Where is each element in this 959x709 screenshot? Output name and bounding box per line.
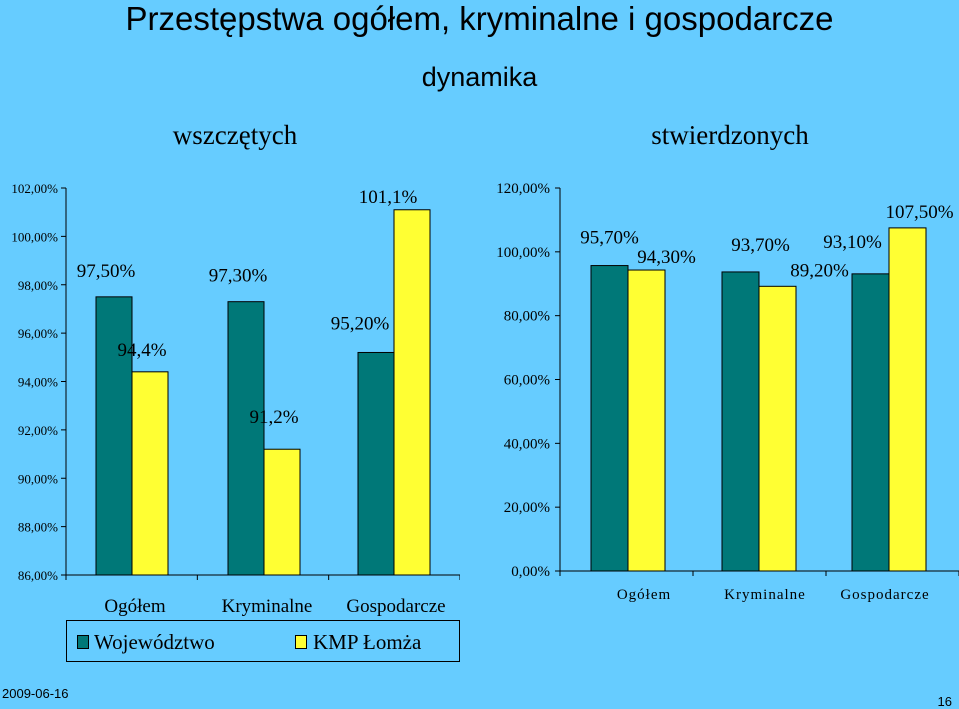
y-tick-label: 80,00% xyxy=(504,309,550,325)
left-chart: 102,00% 100,00% 98,00% 96,00% 94,00% 92,00% 90… xyxy=(11,181,460,617)
bar xyxy=(721,271,760,572)
bar xyxy=(590,265,629,572)
category-label: Gospodarcze xyxy=(840,587,929,603)
y-tick-label: 96,00% xyxy=(18,326,58,341)
y-tick-label: 86,00% xyxy=(18,568,58,583)
y-tick-label: 60,00% xyxy=(504,373,550,389)
bar xyxy=(357,351,395,576)
bar xyxy=(263,448,301,576)
bar xyxy=(131,371,169,576)
right-chart-title: stwierdzonych xyxy=(651,120,809,150)
data-label: 93,70% xyxy=(731,235,790,256)
slide-subtitle: dynamika xyxy=(421,62,538,92)
data-label: 95,20% xyxy=(331,313,390,334)
data-label: 93,10% xyxy=(823,232,882,253)
legend-swatch-kmp-lomza xyxy=(295,635,307,649)
bar xyxy=(851,273,890,572)
bar xyxy=(393,209,431,576)
data-label: 95,70% xyxy=(580,228,639,249)
data-label: 91,2% xyxy=(249,407,298,428)
category-label: Ogółem xyxy=(104,596,165,617)
y-tick-label: 40,00% xyxy=(504,436,550,452)
y-tick-label: 98,00% xyxy=(18,278,58,293)
y-tick-label: 94,00% xyxy=(18,375,58,390)
y-tick-label: 0,00% xyxy=(511,564,550,580)
data-label: 101,1% xyxy=(359,187,418,208)
y-tick-label: 92,00% xyxy=(18,423,58,438)
y-tick-label: 88,00% xyxy=(18,520,58,535)
legend: Województwo KMP Łomża xyxy=(66,620,460,662)
category-label: Kryminalne xyxy=(724,587,806,603)
data-label: 97,30% xyxy=(209,266,268,287)
data-label: 107,50% xyxy=(885,202,953,223)
legend-label-wojewodztwo: Województwo xyxy=(94,630,215,654)
page-number: 16 xyxy=(937,694,952,709)
bar xyxy=(758,285,797,572)
bar xyxy=(888,227,927,572)
bar xyxy=(95,296,133,576)
data-label: 94,30% xyxy=(637,247,696,268)
bar xyxy=(627,269,666,572)
right-chart: 120,00% 100,00% 80,00% 60,00% 40,00% 20,00% 0,… xyxy=(496,181,959,603)
category-label: Kryminalne xyxy=(222,596,313,617)
left-chart-title: wszczętych xyxy=(172,120,298,150)
bar xyxy=(227,301,265,576)
y-tick-label: 102,00% xyxy=(11,181,58,196)
y-tick-label: 20,00% xyxy=(504,500,550,516)
y-tick-label: 100,00% xyxy=(11,229,58,244)
data-label: 94,4% xyxy=(117,340,166,361)
category-label: Gospodarcze xyxy=(346,596,445,617)
data-label: 89,20% xyxy=(790,260,849,281)
category-label: Ogółem xyxy=(617,587,671,603)
legend-label-kmp-lomza: KMP Łomża xyxy=(313,630,422,654)
footer-date: 2009-06-16 xyxy=(2,686,69,701)
slide-title: Przestępstwa ogółem, kryminalne i gospod… xyxy=(125,0,834,37)
y-tick-label: 120,00% xyxy=(496,181,550,197)
y-tick-label: 100,00% xyxy=(496,245,550,261)
y-tick-label: 90,00% xyxy=(18,471,58,486)
legend-swatch-wojewodztwo xyxy=(77,635,89,649)
data-label: 97,50% xyxy=(77,261,136,282)
